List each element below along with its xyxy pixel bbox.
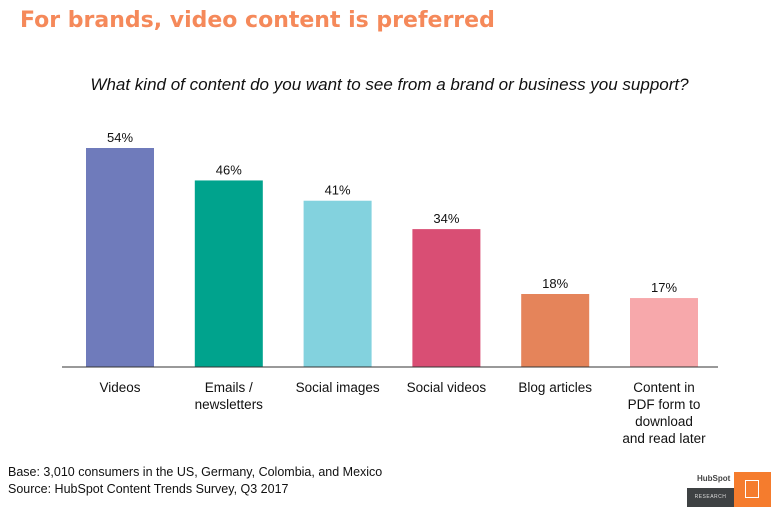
category-label: Content in	[633, 380, 695, 395]
bar	[194, 180, 263, 367]
research-badge: RESEARCH	[687, 488, 734, 507]
category-label: Blog articles	[518, 380, 592, 395]
category-label: PDF form to	[628, 397, 701, 412]
logo-orange-block	[734, 472, 771, 507]
data-label: 46%	[216, 162, 242, 177]
category-label: Social videos	[407, 380, 487, 395]
base-note: Base: 3,010 consumers in the US, Germany…	[8, 465, 383, 479]
clipboard-icon	[745, 480, 759, 498]
category-label: Videos	[99, 380, 140, 395]
data-label: 18%	[542, 276, 568, 291]
category-label: Social images	[296, 380, 380, 395]
data-label: 34%	[433, 211, 459, 226]
bar	[303, 200, 372, 367]
chart-title: What kind of content do you want to see …	[90, 75, 689, 94]
data-label: 54%	[107, 130, 133, 145]
category-label: newsletters	[195, 397, 264, 412]
bar	[521, 294, 590, 367]
bar-chart: 54% Videos 46% Emails / newsletters 41% Social…	[62, 130, 718, 446]
category-label: and read later	[622, 431, 706, 446]
page-title: For brands, video content is preferred	[20, 8, 495, 33]
data-label: 41%	[325, 183, 351, 198]
bar	[630, 298, 698, 367]
hubspot-logo: HubSpot	[697, 474, 731, 483]
data-label: 17%	[651, 280, 677, 295]
source-note: Source: HubSpot Content Trends Survey, Q…	[8, 482, 289, 496]
bar	[412, 229, 481, 367]
bar	[86, 148, 154, 367]
category-label: download	[635, 414, 693, 429]
category-label: Emails /	[205, 380, 253, 395]
